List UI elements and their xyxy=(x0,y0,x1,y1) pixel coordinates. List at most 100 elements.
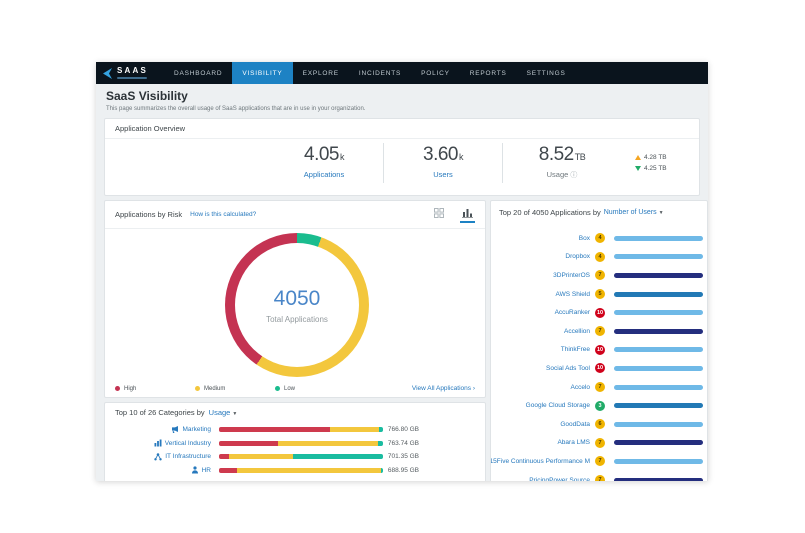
nav-settings[interactable]: SETTINGS xyxy=(526,69,566,77)
category-rows: Marketing 766.80 GB Vertical Industry 76 xyxy=(105,423,485,477)
application-link[interactable]: Social Ads Tool xyxy=(546,364,590,372)
category-link[interactable]: Vertical Industry xyxy=(164,439,211,447)
users-bar-track xyxy=(614,440,703,446)
application-row: 15Five Continuous Performance M... 7 xyxy=(491,452,707,471)
category-row-it-infrastructure: IT Infrastructure 701.35 GB xyxy=(105,450,485,464)
brand-name: SAAS xyxy=(117,66,149,76)
saas-dashboard-window: SAAS DASHBOARD VISIBILITY EXPLORE INCIDE… xyxy=(96,62,708,481)
category-usage-bar xyxy=(219,440,383,446)
caret-down-icon: ▼ xyxy=(232,411,238,417)
top-applications-card: Top 20 of 4050 Applications by Number of… xyxy=(490,200,708,481)
category-usage-bar xyxy=(219,427,383,433)
application-link[interactable]: Accellion xyxy=(563,327,590,335)
chart-view-icon[interactable] xyxy=(460,206,475,223)
category-usage-bar xyxy=(219,467,383,473)
application-row: PricingPower Source 7 xyxy=(491,471,707,481)
applications-link[interactable]: Applications xyxy=(303,169,345,179)
users-bar xyxy=(614,291,703,297)
risk-donut: 4050 Total Applications xyxy=(225,233,369,377)
nav-visibility[interactable]: VISIBILITY xyxy=(232,62,293,84)
users-link[interactable]: Users xyxy=(433,169,453,179)
users-bar xyxy=(614,272,703,278)
application-link[interactable]: GoodData xyxy=(560,420,590,428)
application-link[interactable]: PricingPower Source xyxy=(529,476,590,481)
network-icon xyxy=(154,452,162,461)
application-link[interactable]: 15Five Continuous Performance M... xyxy=(491,457,590,465)
application-row: Google Cloud Storage 3 xyxy=(491,396,707,415)
application-row: Social Ads Tool 10 xyxy=(491,359,707,378)
users-bar xyxy=(614,384,703,390)
page-header: SaaS Visibility This page summarizes the… xyxy=(96,84,708,118)
upload-trend: 4.28 TB xyxy=(635,154,691,161)
users-bar-track xyxy=(614,384,703,390)
users-bar-track xyxy=(614,328,703,334)
users-count: 3.60k xyxy=(423,143,463,165)
applications-by-risk-card: Applications by Risk How is this calcula… xyxy=(104,200,486,398)
risk-badge: 7 xyxy=(595,270,605,281)
view-all-applications-link[interactable]: View All Applications › xyxy=(411,385,475,392)
grid-view-icon[interactable] xyxy=(432,206,446,223)
category-link[interactable]: HR xyxy=(201,466,211,474)
application-link[interactable]: Box xyxy=(578,234,590,242)
brand-icon xyxy=(103,67,112,79)
risk-legend: High Medium Low View All Applications › xyxy=(105,385,485,392)
users-bar xyxy=(614,477,703,481)
application-row: AccuRanker 10 xyxy=(491,303,707,322)
apps-title: Top 20 of 4050 Applications by xyxy=(499,208,601,217)
users-bar xyxy=(614,403,703,409)
brand-logo[interactable]: SAAS xyxy=(96,62,156,84)
application-link[interactable]: Dropbox xyxy=(565,253,590,261)
legend-high: High xyxy=(115,386,195,392)
nav-explore[interactable]: EXPLORE xyxy=(302,69,339,77)
application-link[interactable]: 3DPrinterOS xyxy=(553,271,590,279)
risk-badge: 7 xyxy=(595,437,605,448)
application-link[interactable]: AccuRanker xyxy=(554,309,590,317)
category-link[interactable]: IT Infrastructure xyxy=(165,453,211,461)
users-bar xyxy=(614,254,703,260)
application-row: ThinkFree 10 xyxy=(491,341,707,360)
top-nav: SAAS DASHBOARD VISIBILITY EXPLORE INCIDE… xyxy=(96,62,708,84)
application-link[interactable]: ThinkFree xyxy=(560,346,590,354)
medium-dot-icon xyxy=(195,386,200,391)
how-calculated-link[interactable]: How is this calculated? xyxy=(190,211,257,218)
application-row: Accellion 7 xyxy=(491,322,707,341)
categories-sort-dropdown[interactable]: Usage ▼ xyxy=(208,408,238,417)
users-bar-track xyxy=(614,272,703,278)
application-link[interactable]: Accelo xyxy=(570,383,590,391)
total-applications-value: 4050 xyxy=(273,286,321,310)
application-row: 3DPrinterOS 7 xyxy=(491,266,707,285)
users-bar-track xyxy=(614,421,703,427)
application-row: Box 4 xyxy=(491,229,707,248)
risk-badge: 7 xyxy=(595,382,605,393)
category-usage-bar xyxy=(219,454,383,460)
apps-sort-dropdown[interactable]: Number of Users ▼ xyxy=(603,209,664,216)
users-bar-track xyxy=(614,291,703,297)
nav-incidents[interactable]: INCIDENTS xyxy=(358,69,402,77)
users-bar xyxy=(614,458,703,464)
top-categories-card: Top 10 of 26 Categories by Usage ▼ Market… xyxy=(104,402,486,481)
total-applications-label: Total Applications xyxy=(266,314,328,324)
nav-reports[interactable]: REPORTS xyxy=(469,69,507,77)
info-icon[interactable]: ⓘ xyxy=(570,171,578,179)
application-link[interactable]: Google Cloud Storage xyxy=(525,402,590,410)
high-dot-icon xyxy=(115,386,120,391)
application-link[interactable]: Abara LMS xyxy=(557,439,590,447)
applications-count: 4.05k xyxy=(304,143,344,165)
risk-badge: 5 xyxy=(595,289,605,300)
users-bar xyxy=(614,365,703,371)
nav-dashboard[interactable]: DASHBOARD xyxy=(174,69,223,77)
application-rows: Box 4 Dropbox 4 xyxy=(491,229,707,481)
application-link[interactable]: AWS Shield xyxy=(555,290,590,298)
application-row: AWS Shield 5 xyxy=(491,285,707,304)
usage-label: Usage ⓘ xyxy=(546,169,578,179)
application-row: Accelo 7 xyxy=(491,378,707,397)
divider xyxy=(502,143,503,183)
donut-hole xyxy=(235,243,359,367)
users-bar-track xyxy=(614,477,703,481)
risk-badge: 7 xyxy=(595,326,605,337)
overview-title: Application Overview xyxy=(115,124,186,133)
category-link[interactable]: Marketing xyxy=(182,426,211,434)
megaphone-icon xyxy=(171,425,179,434)
risk-badge: 3 xyxy=(595,400,605,411)
nav-policy[interactable]: POLICY xyxy=(421,69,450,77)
